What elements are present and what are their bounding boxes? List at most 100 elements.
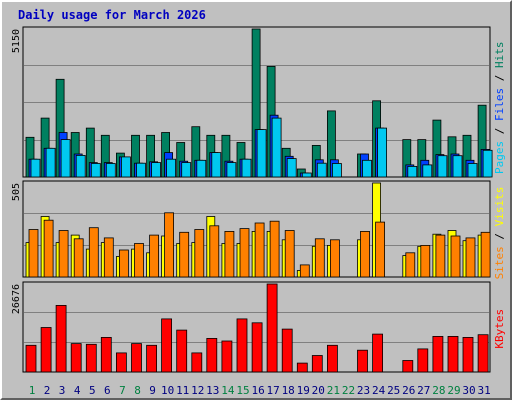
bar-sites bbox=[134, 243, 144, 278]
day-label: 14 bbox=[221, 384, 235, 397]
bar-sites bbox=[480, 231, 491, 278]
bar-pages bbox=[301, 172, 312, 178]
bar-sites bbox=[299, 264, 310, 278]
bar-pages bbox=[75, 154, 86, 178]
bar-pages bbox=[241, 158, 252, 178]
day-label: 26 bbox=[402, 384, 415, 397]
bar-pages bbox=[136, 162, 146, 178]
bar-pages bbox=[256, 129, 267, 178]
bar-sites bbox=[329, 239, 340, 278]
bar-kbytes bbox=[25, 344, 37, 373]
day-label: 17 bbox=[266, 384, 279, 397]
day-label: 21 bbox=[327, 384, 340, 397]
bar-kbytes bbox=[281, 328, 293, 373]
bar-kbytes bbox=[161, 318, 173, 373]
bar-pages bbox=[362, 159, 372, 178]
bar-sites bbox=[465, 237, 476, 278]
bar-kbytes bbox=[372, 333, 384, 373]
bar-pages bbox=[437, 155, 448, 178]
bar-pages bbox=[211, 152, 222, 178]
bar-pages bbox=[271, 117, 282, 178]
bar-kbytes bbox=[85, 343, 97, 373]
bar-sites bbox=[254, 222, 265, 278]
day-label: 29 bbox=[447, 384, 460, 397]
bar-pages bbox=[121, 156, 131, 178]
bar-pages bbox=[166, 158, 177, 178]
legend-visits-sites: Sites / Visits bbox=[493, 187, 506, 280]
bar-sites bbox=[239, 228, 250, 278]
legend-entry: Files bbox=[493, 88, 506, 121]
bar-pages bbox=[377, 127, 388, 178]
bar-sites bbox=[164, 212, 175, 278]
legend-entry: Hits bbox=[493, 42, 506, 69]
bar-pages bbox=[196, 159, 207, 178]
bar-kbytes bbox=[477, 334, 489, 373]
bar-kbytes bbox=[432, 335, 444, 373]
bar-pages bbox=[90, 163, 101, 178]
bar-sites bbox=[149, 234, 160, 278]
bar-kbytes bbox=[236, 318, 248, 373]
bar-pages bbox=[45, 147, 56, 178]
day-label: 6 bbox=[104, 384, 111, 397]
bar-kbytes bbox=[55, 304, 67, 373]
bar-pages bbox=[407, 165, 418, 178]
ymax-label-kbytes: 26676 bbox=[11, 284, 22, 314]
bar-sites bbox=[194, 229, 205, 278]
legend-kbytes: KBytes bbox=[493, 309, 506, 349]
legend-entry: Sites bbox=[493, 246, 506, 279]
bar-sites bbox=[450, 235, 461, 278]
day-label: 30 bbox=[462, 384, 475, 397]
bar-pages bbox=[452, 155, 463, 178]
bar-kbytes bbox=[176, 329, 188, 373]
bar-sites bbox=[314, 238, 325, 278]
bar-kbytes bbox=[402, 360, 414, 373]
bar-sites bbox=[209, 225, 220, 278]
day-label: 1 bbox=[29, 384, 36, 397]
bar-kbytes bbox=[131, 343, 142, 373]
bar-kbytes bbox=[146, 344, 158, 373]
legend-entry: / bbox=[493, 226, 506, 246]
bar-kbytes bbox=[462, 336, 474, 373]
chart-title: Daily usage for March 2026 bbox=[18, 8, 206, 22]
legend-entry: / bbox=[493, 121, 506, 141]
day-label: 28 bbox=[432, 384, 445, 397]
bar-kbytes bbox=[447, 335, 459, 373]
ymax-label-hits-files-pages: 5150 bbox=[11, 29, 22, 53]
day-label: 31 bbox=[477, 384, 490, 397]
day-label: 4 bbox=[74, 384, 81, 397]
day-label: 20 bbox=[312, 384, 325, 397]
bar-sites bbox=[375, 221, 386, 278]
bar-pages bbox=[482, 149, 493, 178]
bar-kbytes bbox=[266, 283, 278, 373]
day-label: 11 bbox=[176, 384, 189, 397]
bar-sites bbox=[119, 249, 129, 278]
day-label: 19 bbox=[297, 384, 310, 397]
day-label: 13 bbox=[206, 384, 219, 397]
day-label: 24 bbox=[372, 384, 386, 397]
day-label: 3 bbox=[59, 384, 66, 397]
day-label: 15 bbox=[236, 384, 249, 397]
day-label: 18 bbox=[282, 384, 295, 397]
legend-entry: / bbox=[493, 68, 506, 88]
day-label: 5 bbox=[89, 384, 96, 397]
bar-kbytes bbox=[40, 327, 52, 373]
bar-sites bbox=[284, 230, 295, 278]
bar-sites bbox=[405, 252, 416, 278]
bar-pages bbox=[286, 158, 297, 178]
bar-sites bbox=[420, 244, 431, 278]
bar-pages bbox=[151, 162, 162, 178]
bar-kbytes bbox=[326, 344, 338, 373]
day-label: 8 bbox=[134, 384, 141, 397]
bar-sites bbox=[435, 234, 446, 278]
day-label: 7 bbox=[119, 384, 126, 397]
bar-sites bbox=[179, 231, 190, 278]
bar-sites bbox=[58, 230, 69, 278]
day-label: 10 bbox=[161, 384, 174, 397]
bar-sites bbox=[224, 230, 235, 278]
bar-pages bbox=[60, 139, 71, 178]
bar-kbytes bbox=[417, 348, 429, 373]
bar-kbytes bbox=[357, 349, 368, 373]
bar-sites bbox=[360, 230, 370, 278]
bar-kbytes bbox=[70, 343, 82, 373]
